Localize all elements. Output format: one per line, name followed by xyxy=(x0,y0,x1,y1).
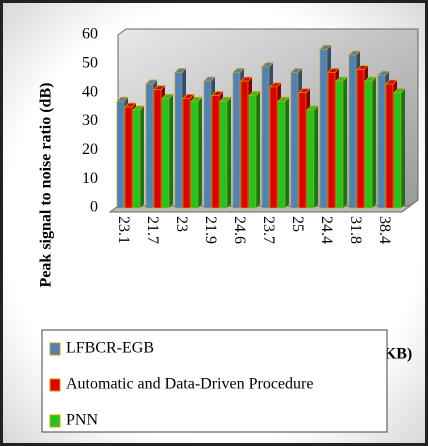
bar-side xyxy=(227,97,231,208)
x-tick-label: 24.6 xyxy=(231,216,248,244)
bar xyxy=(211,95,220,209)
x-tick-label: 24.4 xyxy=(318,216,335,244)
bar-side xyxy=(169,94,173,208)
bar xyxy=(269,86,278,209)
y-tick-label: 60 xyxy=(82,26,98,43)
x-tick-label: 31.8 xyxy=(347,216,364,244)
bar-side xyxy=(401,88,405,208)
bar-side xyxy=(198,97,202,208)
bar-side xyxy=(140,105,144,208)
legend-swatch xyxy=(49,342,61,356)
y-tick-label: 50 xyxy=(82,55,98,72)
y-axis-label: Peak signal to noise ratio (dB) xyxy=(38,83,55,288)
bar xyxy=(335,80,344,209)
bar-side xyxy=(285,97,289,208)
bar xyxy=(153,89,162,209)
bar xyxy=(203,80,212,209)
bar xyxy=(356,69,365,209)
bar xyxy=(306,109,315,209)
y-tick-label: 0 xyxy=(90,199,98,216)
bar xyxy=(290,72,299,209)
bar xyxy=(298,92,307,209)
x-axis-label: KB) xyxy=(384,346,412,363)
x-tick-label: 23.1 xyxy=(115,216,132,244)
bar xyxy=(377,75,386,209)
bar xyxy=(174,72,183,209)
y-tick-label: 30 xyxy=(82,112,98,129)
bar xyxy=(132,109,141,209)
y-tick-label: 10 xyxy=(82,170,98,187)
x-tick-label: 21.9 xyxy=(202,216,219,244)
bar-side xyxy=(372,77,376,208)
bar xyxy=(319,49,328,209)
legend-swatch xyxy=(49,414,61,428)
bar xyxy=(124,106,133,209)
bar xyxy=(364,80,373,209)
y-tick-label: 20 xyxy=(82,141,98,158)
legend-label: LFBCR-EGB xyxy=(66,340,154,357)
legend-swatch xyxy=(49,378,61,392)
bar xyxy=(240,80,249,209)
bar-side xyxy=(314,105,318,208)
bar xyxy=(145,83,154,209)
bar xyxy=(348,54,357,209)
bar xyxy=(190,101,199,209)
x-tick-label: 21.7 xyxy=(144,216,161,244)
bar xyxy=(116,101,125,209)
bar xyxy=(261,66,270,209)
bar xyxy=(327,72,336,209)
bar xyxy=(277,101,286,209)
x-tick-label: 38.4 xyxy=(376,216,393,244)
bar-side xyxy=(256,91,260,208)
x-tick-label: 23 xyxy=(173,216,190,232)
legend-label: Automatic and Data-Driven Procedure xyxy=(66,376,313,393)
bar xyxy=(182,98,191,209)
legend-label: PNN xyxy=(66,412,98,429)
bar xyxy=(219,101,228,209)
bar xyxy=(385,83,394,209)
x-tick-label: 23.7 xyxy=(260,216,277,244)
x-tick-label: 25 xyxy=(289,216,306,232)
bar-side xyxy=(343,77,347,208)
legend xyxy=(41,329,388,433)
bar xyxy=(161,98,170,209)
bar xyxy=(232,72,241,209)
bar xyxy=(248,95,257,209)
bar xyxy=(393,92,402,209)
y-tick-label: 40 xyxy=(82,83,98,100)
